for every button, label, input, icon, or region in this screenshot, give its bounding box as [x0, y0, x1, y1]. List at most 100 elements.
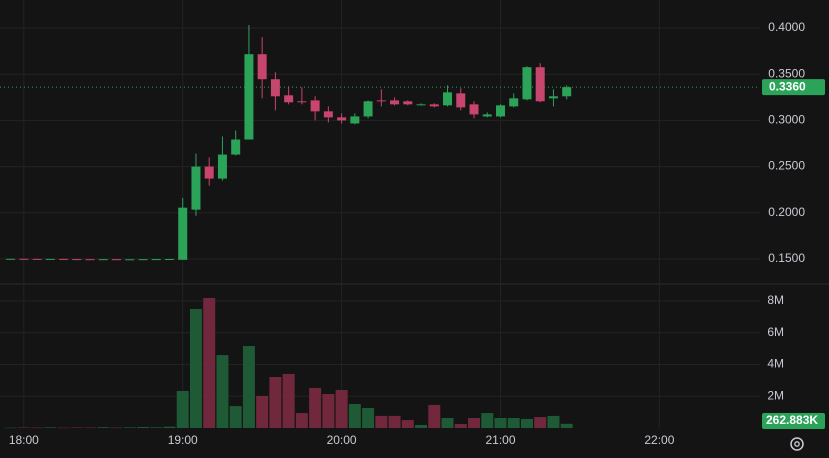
volume-bar — [163, 426, 176, 428]
volume-bar — [176, 390, 189, 428]
volume-bar — [44, 427, 57, 428]
volume-bar — [216, 355, 229, 428]
last-volume-label: 262.883K — [766, 413, 818, 427]
candle-body — [45, 258, 55, 260]
x-tick-label: 22:00 — [644, 433, 674, 447]
candle-body — [270, 79, 280, 97]
volume-bar — [454, 424, 467, 428]
volume-bar — [560, 423, 573, 428]
settings-icon[interactable] — [790, 437, 804, 451]
settings-core — [794, 441, 800, 447]
candle-body — [85, 259, 95, 261]
y-tick-label: 0.3000 — [768, 113, 805, 127]
volume-bar — [203, 298, 216, 428]
candle-body — [284, 95, 294, 103]
candle-body — [32, 258, 42, 260]
candle-body — [416, 104, 426, 106]
y-tick-label: 0.4000 — [768, 20, 805, 34]
y-tick-label: 0.1500 — [768, 251, 805, 265]
candle-body — [522, 67, 532, 100]
volume-bar — [150, 427, 163, 428]
candle-body — [403, 101, 413, 105]
volume-bar — [348, 404, 361, 428]
volume-bar — [123, 427, 136, 428]
candle-body — [363, 101, 373, 117]
x-tick-label: 21:00 — [485, 433, 515, 447]
candle-body — [482, 114, 492, 117]
y-tick-label: 0.2500 — [768, 159, 805, 173]
candle-body — [495, 105, 505, 117]
candle-body — [98, 259, 108, 261]
volume-bar — [295, 413, 308, 428]
volume-bar — [534, 417, 547, 428]
volume-bar — [136, 427, 149, 428]
candle-body — [151, 259, 161, 261]
candle-body — [231, 139, 241, 155]
x-tick-label: 20:00 — [327, 433, 357, 447]
candle-body — [138, 259, 148, 261]
candle-body — [310, 100, 320, 112]
candle-body — [337, 117, 347, 121]
volume-bar — [110, 427, 123, 429]
candle-body — [469, 104, 479, 115]
volume-bar — [269, 376, 282, 428]
volume-bar — [70, 427, 83, 428]
candle-body — [390, 100, 400, 105]
candle-body — [323, 111, 333, 118]
volume-bar — [401, 420, 414, 428]
volume-bar — [441, 417, 454, 428]
last-price-label: 0.3360 — [769, 79, 806, 93]
candle-body — [164, 258, 174, 260]
candle-body — [204, 166, 214, 179]
candle-body — [456, 93, 466, 108]
candle-body — [72, 259, 82, 261]
volume-bar — [494, 417, 507, 428]
candle-body — [125, 259, 135, 261]
volume-bar — [4, 427, 17, 429]
volume-bar — [468, 417, 481, 428]
volume-bar — [415, 424, 428, 428]
candle-body — [59, 258, 69, 260]
candle-body — [191, 166, 201, 210]
volume-tick-label: 6M — [767, 325, 784, 339]
volume-bar — [17, 427, 30, 429]
volume-bar — [256, 396, 269, 428]
volume-bar — [31, 427, 44, 429]
volume-bar — [189, 308, 202, 428]
candle-body — [19, 258, 29, 260]
volume-bar — [362, 407, 375, 428]
candle-body — [6, 258, 16, 260]
volume-bar — [97, 427, 110, 428]
settings-ring — [790, 437, 804, 451]
candle-body — [376, 100, 386, 102]
volume-tick-label: 2M — [767, 388, 784, 402]
candle-body — [548, 96, 558, 99]
candle-body — [562, 87, 572, 97]
volume-bar — [84, 427, 97, 429]
candle-body — [509, 98, 519, 107]
volume-bar — [57, 427, 70, 429]
candle-body — [350, 116, 360, 124]
volume-bar — [507, 417, 520, 428]
volume-bar — [547, 415, 560, 428]
volume-bar — [520, 418, 533, 428]
x-tick-label: 18:00 — [9, 433, 39, 447]
volume-bar — [309, 387, 322, 428]
candle-body — [112, 259, 122, 261]
volume-bar — [428, 404, 441, 428]
volume-bar — [388, 415, 401, 428]
x-tick-label: 19:00 — [168, 433, 198, 447]
volume-bar — [322, 393, 335, 428]
last-volume-box — [762, 413, 825, 429]
volume-bar — [229, 406, 242, 428]
y-tick-label: 0.3500 — [768, 66, 805, 80]
volume-bar — [335, 390, 348, 428]
candle-body — [178, 207, 188, 260]
candle-body — [297, 101, 307, 103]
candle-body — [535, 67, 545, 102]
volume-bar — [242, 346, 255, 428]
volume-tick-label: 8M — [767, 293, 784, 307]
last-price-box — [762, 79, 825, 96]
